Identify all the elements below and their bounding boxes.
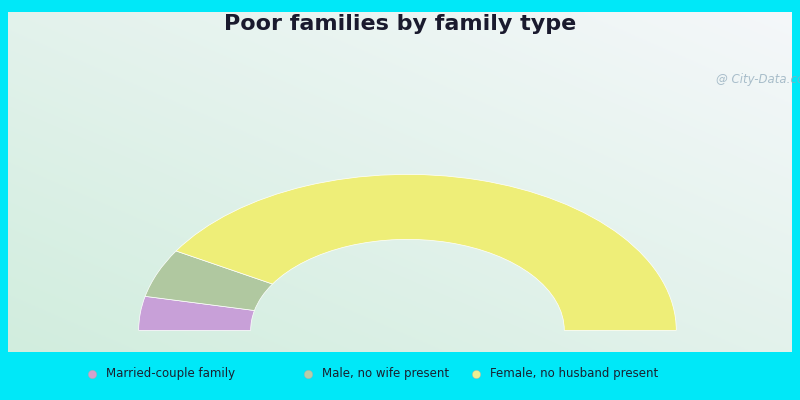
- Wedge shape: [138, 296, 254, 330]
- Text: Poor families by family type: Poor families by family type: [224, 14, 576, 34]
- Wedge shape: [145, 251, 273, 310]
- Wedge shape: [176, 174, 676, 330]
- Text: Male, no wife present: Male, no wife present: [322, 367, 450, 380]
- Text: Married-couple family: Married-couple family: [106, 367, 235, 380]
- Text: @ City-Data.com: @ City-Data.com: [716, 73, 800, 86]
- Text: Female, no husband present: Female, no husband present: [490, 367, 658, 380]
